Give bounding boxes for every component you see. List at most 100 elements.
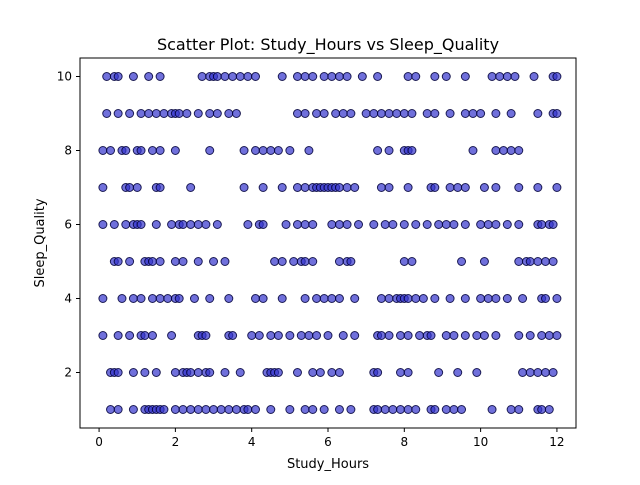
- scatter-point: [376, 331, 386, 340]
- scatter-point: [144, 109, 154, 118]
- scatter-point: [102, 72, 112, 81]
- scatter-point: [151, 368, 161, 377]
- scatter-point: [472, 368, 482, 377]
- y-tick-label: 2: [64, 366, 72, 380]
- scatter-point: [308, 405, 318, 414]
- scatter-point: [136, 294, 146, 303]
- scatter-point: [201, 331, 211, 340]
- scatter-point: [403, 72, 413, 81]
- scatter-point: [514, 146, 524, 155]
- scatter-point: [342, 72, 352, 81]
- scatter-point: [125, 257, 135, 266]
- scatter-point: [266, 146, 276, 155]
- scatter-point: [167, 331, 177, 340]
- scatter-point: [399, 257, 409, 266]
- scatter-point: [308, 257, 318, 266]
- scatter-point: [312, 109, 322, 118]
- y-tick-label: 8: [64, 144, 72, 158]
- scatter-point: [460, 183, 470, 192]
- scatter-point: [491, 294, 501, 303]
- scatter-point: [319, 294, 329, 303]
- scatter-point: [476, 109, 486, 118]
- scatter-point: [491, 331, 501, 340]
- x-tick-label: 4: [248, 435, 256, 449]
- scatter-point: [106, 146, 116, 155]
- scatter-point: [350, 183, 360, 192]
- scatter-point: [369, 109, 379, 118]
- scatter-point: [506, 146, 516, 155]
- scatter-point: [212, 220, 222, 229]
- scatter-point: [113, 257, 123, 266]
- scatter-point: [147, 257, 157, 266]
- scatter-point: [506, 109, 516, 118]
- scatter-point: [117, 294, 127, 303]
- scatter-point: [224, 294, 234, 303]
- x-tick-label: 0: [95, 435, 103, 449]
- scatter-point: [98, 294, 108, 303]
- scatter-point: [411, 294, 421, 303]
- scatter-point: [376, 109, 386, 118]
- scatter-point: [529, 72, 539, 81]
- x-tick-label: 2: [172, 435, 180, 449]
- scatter-point: [128, 294, 138, 303]
- scatter-point: [502, 220, 512, 229]
- scatter-point: [338, 331, 348, 340]
- scatter-point: [292, 368, 302, 377]
- x-tick-label: 6: [324, 435, 332, 449]
- scatter-point: [502, 294, 512, 303]
- scatter-point: [258, 294, 268, 303]
- scatter-point: [121, 146, 131, 155]
- scatter-point: [441, 220, 451, 229]
- scatter-point: [327, 220, 337, 229]
- scatter-point: [361, 109, 371, 118]
- scatter-point: [552, 109, 562, 118]
- scatter-point: [338, 109, 348, 118]
- scatter-point: [350, 294, 360, 303]
- scatter-point: [228, 331, 238, 340]
- scatter-point: [243, 405, 253, 414]
- scatter-point: [430, 109, 440, 118]
- scatter-point: [533, 183, 543, 192]
- scatter-point: [422, 109, 432, 118]
- scatter-point: [548, 220, 558, 229]
- scatter-point: [239, 146, 249, 155]
- scatter-point: [231, 109, 241, 118]
- scatter-point: [189, 294, 199, 303]
- scatter-point: [163, 294, 173, 303]
- y-axis-label: Sleep_Quality: [33, 198, 48, 287]
- scatter-point: [285, 331, 295, 340]
- scatter-point: [491, 183, 501, 192]
- scatter-point: [411, 220, 421, 229]
- scatter-point: [518, 368, 528, 377]
- scatter-point: [251, 294, 261, 303]
- scatter-point: [411, 405, 421, 414]
- scatter-point: [292, 183, 302, 192]
- scatter-point: [346, 257, 356, 266]
- scatter-point: [102, 109, 112, 118]
- scatter-point: [460, 220, 470, 229]
- scatter-point: [266, 405, 276, 414]
- x-tick-label: 12: [549, 435, 564, 449]
- scatter-point: [147, 294, 157, 303]
- scatter-point: [178, 220, 188, 229]
- scatter-point: [445, 294, 455, 303]
- scatter-point: [98, 220, 108, 229]
- scatter-point: [125, 109, 135, 118]
- scatter-point: [201, 220, 211, 229]
- scatter-point: [479, 257, 489, 266]
- scatter-point: [193, 220, 203, 229]
- scatter-point: [254, 331, 264, 340]
- scatter-point: [197, 72, 207, 81]
- scatter-point: [399, 109, 409, 118]
- scatter-point: [403, 183, 413, 192]
- scatter-point: [220, 368, 230, 377]
- scatter-point: [273, 146, 283, 155]
- scatter-point: [403, 294, 413, 303]
- scatter-point: [334, 257, 344, 266]
- scatter-point: [98, 331, 108, 340]
- scatter-point: [125, 183, 135, 192]
- scatter-point: [346, 405, 356, 414]
- scatter-point: [212, 109, 222, 118]
- scatter-point: [453, 368, 463, 377]
